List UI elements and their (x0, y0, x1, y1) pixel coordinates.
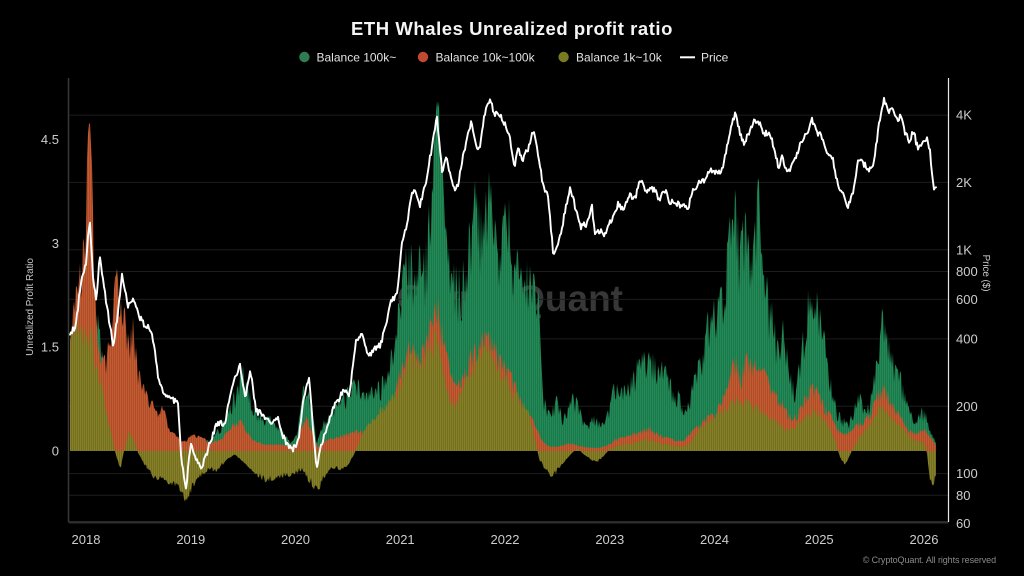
svg-text:400: 400 (956, 332, 978, 347)
svg-text:0: 0 (52, 444, 59, 459)
svg-text:600: 600 (956, 292, 978, 307)
svg-text:Balance 100k~: Balance 100k~ (317, 50, 397, 64)
svg-text:800: 800 (956, 264, 978, 279)
svg-text:1.5: 1.5 (41, 340, 59, 355)
svg-text:2024: 2024 (700, 532, 729, 547)
svg-text:2019: 2019 (176, 532, 205, 547)
svg-text:2020: 2020 (281, 532, 310, 547)
svg-text:100: 100 (956, 466, 978, 481)
svg-text:80: 80 (956, 488, 970, 503)
svg-text:Balance 1k~10k: Balance 1k~10k (576, 50, 663, 64)
svg-text:4.5: 4.5 (41, 132, 59, 147)
svg-text:Price ($): Price ($) (980, 255, 991, 292)
svg-text:Unrealized Profit Ratio: Unrealized Profit Ratio (25, 258, 36, 356)
svg-text:2026: 2026 (910, 532, 939, 547)
svg-text:2018: 2018 (72, 532, 101, 547)
svg-text:2021: 2021 (386, 532, 415, 547)
svg-text:Balance 10k~100k: Balance 10k~100k (436, 50, 536, 64)
svg-text:2025: 2025 (805, 532, 834, 547)
svg-text:3: 3 (52, 236, 59, 251)
svg-text:1K: 1K (956, 242, 972, 257)
svg-text:2023: 2023 (595, 532, 624, 547)
svg-text:2K: 2K (956, 175, 972, 190)
svg-text:200: 200 (956, 399, 978, 414)
svg-text:60: 60 (956, 516, 970, 531)
svg-text:ETH Whales Unrealized profit r: ETH Whales Unrealized profit ratio (351, 18, 673, 39)
svg-text:4K: 4K (956, 108, 972, 123)
svg-text:2022: 2022 (491, 532, 520, 547)
svg-text:© CryptoQuant. All rights rese: © CryptoQuant. All rights reserved (863, 555, 996, 565)
svg-text:Price: Price (701, 50, 729, 64)
